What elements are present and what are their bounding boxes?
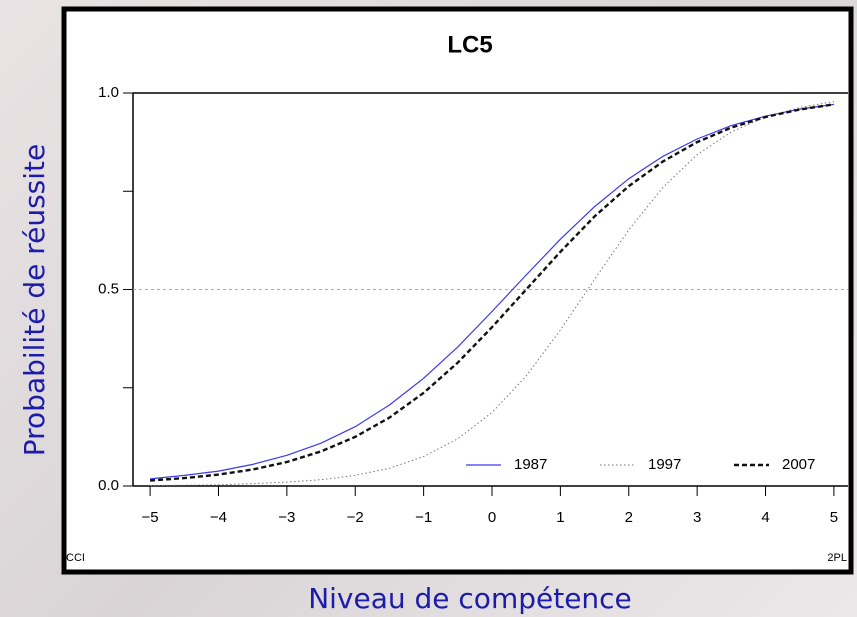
x-tick-label: −3 [278,509,295,526]
legend-label: 2007 [782,456,815,473]
legend-label: 1987 [514,456,547,473]
series-line [150,101,834,487]
x-tick-label: 4 [761,509,769,526]
x-tick-label: −5 [142,509,159,526]
y-tick-label: 0.0 [98,477,119,494]
y-tick-label: 0.5 [98,280,119,297]
x-tick-label: −1 [415,509,432,526]
y-tick-label: 1.0 [98,84,119,101]
series-line [150,103,835,482]
corner-label: 2PL [827,552,847,564]
corner-label: CCI [66,552,85,564]
x-tick-label: −4 [210,509,227,526]
x-tick-label: 0 [488,509,496,526]
series-line [150,103,834,480]
x-tick-label: 1 [556,509,564,526]
chart-frame [61,6,854,575]
x-tick-label: −2 [347,509,364,526]
legend-label: 1997 [648,456,681,473]
x-tick-label: 5 [830,509,838,526]
x-tick-label: 2 [625,509,633,526]
y-axis-label: Probabilité de réussite [18,144,51,457]
x-tick-label: 3 [693,509,701,526]
chart-title: LC5 [447,31,492,58]
x-axis-label: Niveau de compétence [308,582,632,615]
